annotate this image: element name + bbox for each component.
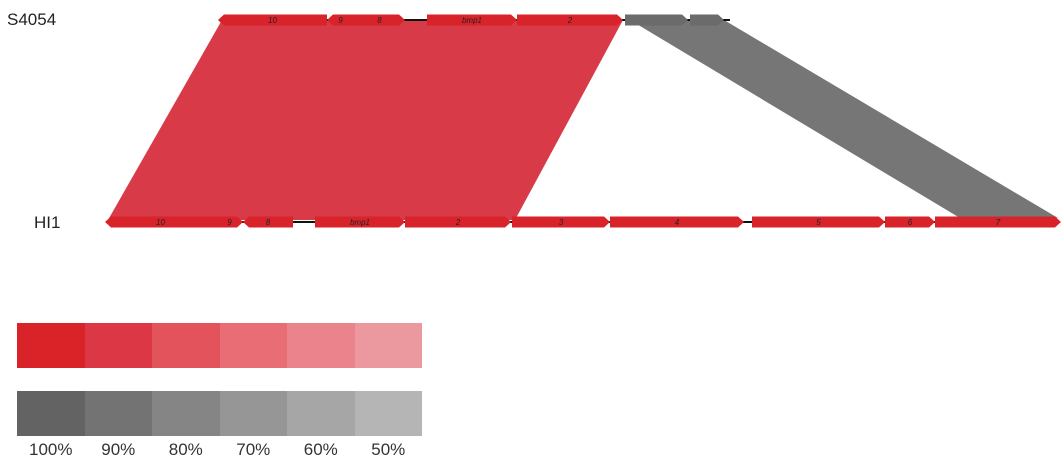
gene-arrow-unlabeled-5	[625, 14, 688, 26]
gene-label: 5	[816, 218, 821, 227]
gene-arrow-9	[216, 216, 243, 228]
gene-arrow-unlabeled-6	[690, 14, 724, 26]
gene-label: 9	[338, 16, 343, 25]
similarity-band-grey	[630, 20, 1058, 218]
gene-arrow-bmp1	[315, 216, 405, 228]
legend-swatch-70%	[219, 323, 287, 368]
genome-label-hi1: HI1	[34, 213, 61, 232]
gene-label: bmp1	[350, 218, 370, 227]
legend-swatch-50%	[354, 323, 422, 368]
gene-arrow-5	[752, 216, 885, 228]
gene-arrow-2	[517, 14, 623, 26]
gene-arrow-8	[354, 14, 405, 26]
similarity-band-red	[108, 20, 623, 220]
gene-label: 10	[156, 218, 165, 227]
legend-swatch-70%	[219, 391, 287, 436]
identity-legend-grey	[17, 391, 422, 436]
gene-label: 8	[266, 218, 271, 227]
legend-swatch-90%	[84, 391, 152, 436]
gene-arrow-7	[935, 216, 1061, 228]
legend-swatch-100%	[17, 391, 85, 436]
legend-label: 50%	[371, 440, 406, 459]
legend-swatch-50%	[354, 391, 422, 436]
gene-track-s4054: 10 9 8 bmp1 2	[218, 14, 724, 26]
legend-label: 70%	[236, 440, 271, 459]
gene-label: 9	[227, 218, 232, 227]
gene-label: 10	[268, 16, 277, 25]
gene-arrow-9	[327, 14, 354, 26]
gene-track-hi1: 10 9 8 bmp1 2 3 4 5 6 7	[105, 216, 1061, 228]
legend-swatch-60%	[287, 323, 355, 368]
legend-swatch-60%	[287, 391, 355, 436]
gene-label: 2	[455, 218, 461, 227]
gene-arrow-6	[885, 216, 935, 228]
gene-arrow-10	[218, 14, 327, 26]
gene-label: 8	[377, 16, 382, 25]
gene-label: 4	[675, 218, 680, 227]
identity-legend-red	[17, 323, 422, 368]
gene-label: 2	[567, 16, 573, 25]
gene-arrow-4	[610, 216, 744, 228]
genome-label-s4054: S4054	[7, 10, 57, 29]
legend-swatch-80%	[152, 391, 220, 436]
gene-arrow-bmp1	[427, 14, 517, 26]
legend-swatch-90%	[84, 323, 152, 368]
gene-arrow-10	[105, 216, 216, 228]
gene-label: 3	[559, 218, 564, 227]
legend-label: 60%	[303, 440, 338, 459]
gene-arrow-3	[512, 216, 610, 228]
legend-label: 90%	[101, 440, 136, 459]
gene-arrow-2	[405, 216, 511, 228]
gene-arrow-8	[243, 216, 293, 228]
identity-legend-labels: 100% 90% 80% 70% 60% 50%	[17, 440, 422, 460]
legend-label: 100%	[29, 440, 73, 459]
gene-label: bmp1	[462, 16, 482, 25]
legend-label: 80%	[168, 440, 203, 459]
legend-swatch-100%	[17, 323, 85, 368]
gene-label: 7	[996, 218, 1001, 227]
legend-swatch-80%	[152, 323, 220, 368]
gene-label: 6	[908, 218, 913, 227]
